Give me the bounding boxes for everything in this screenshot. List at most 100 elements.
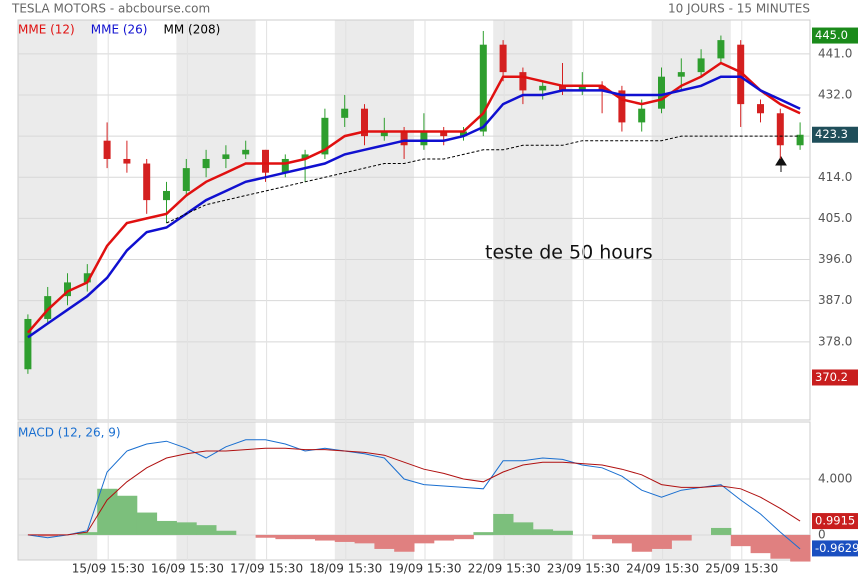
candle-body xyxy=(202,158,210,169)
histogram-bar xyxy=(453,534,474,540)
candle-body xyxy=(182,168,190,191)
histogram-bar xyxy=(117,495,138,535)
histogram-bar xyxy=(513,522,534,535)
y-tick-label: 387.0 xyxy=(818,293,852,307)
legend-entry: MM (208) xyxy=(164,23,221,37)
histogram-bar xyxy=(730,534,752,547)
candle-body xyxy=(618,90,626,123)
candle-body xyxy=(321,117,329,155)
candle-body xyxy=(499,44,507,73)
histogram-bar xyxy=(612,534,633,544)
candle-body xyxy=(420,131,428,146)
x-tick-label: 24/09 15:30 xyxy=(626,562,699,576)
candle-body xyxy=(658,76,665,109)
price-badge-label: 0.9915 xyxy=(815,514,855,528)
series-line xyxy=(166,135,801,224)
candle-body xyxy=(757,104,764,114)
histogram-bar xyxy=(37,534,59,537)
histogram-bar xyxy=(711,527,732,535)
histogram-bar xyxy=(394,534,415,552)
candle-body xyxy=(440,131,448,137)
price-badge xyxy=(812,126,858,143)
candle-body xyxy=(262,149,269,173)
histogram-bar xyxy=(315,534,336,541)
y-tick-label: 414.0 xyxy=(818,170,852,184)
candle-body xyxy=(460,131,467,137)
candle-body xyxy=(64,282,71,297)
histogram-bar xyxy=(354,534,375,544)
x-tick-label: 16/09 15:30 xyxy=(151,562,224,576)
y-tick-label: 4.000 xyxy=(818,471,852,485)
candle-body xyxy=(677,72,685,77)
candle-body xyxy=(697,58,705,73)
price-badge xyxy=(812,513,858,530)
candle-body xyxy=(301,154,309,159)
x-tick-label: 19/09 15:30 xyxy=(389,562,462,576)
candle-body xyxy=(400,131,408,146)
histogram-bar xyxy=(176,522,197,535)
histogram-bar xyxy=(196,525,217,535)
price-frame xyxy=(17,19,811,421)
candle-body xyxy=(24,318,32,370)
x-tick-label: 23/09 15:30 xyxy=(547,562,620,576)
candle-body xyxy=(222,154,230,159)
histogram-bar xyxy=(750,534,771,554)
histogram-bar xyxy=(97,488,118,535)
price-badge-label: 423.3 xyxy=(815,127,848,141)
histogram-bar xyxy=(255,534,276,538)
x-tick-label: 25/09 15:30 xyxy=(705,562,778,576)
histogram-bar xyxy=(552,530,573,535)
x-tick-label: 22/09 15:30 xyxy=(468,562,541,576)
histogram-bar xyxy=(216,530,237,535)
candle-body xyxy=(479,44,487,132)
histogram-bar xyxy=(275,534,296,540)
candle-body xyxy=(578,85,586,91)
candle-body xyxy=(341,108,349,118)
series-line xyxy=(27,439,801,550)
histogram-bar xyxy=(334,534,356,542)
y-tick-label: 432.0 xyxy=(818,87,852,101)
day-band xyxy=(493,422,573,560)
x-tick-label: 17/09 15:30 xyxy=(230,562,303,576)
y-tick-label: 0 xyxy=(818,527,826,541)
x-tick-label: 18/09 15:30 xyxy=(309,562,382,576)
series-line xyxy=(27,447,801,536)
histogram-bar xyxy=(651,534,672,549)
histogram-bar xyxy=(592,534,613,540)
candle-body xyxy=(559,85,566,91)
y-tick-label: 441.0 xyxy=(818,46,852,60)
histogram-bar xyxy=(374,534,395,549)
legend-entry: MME (12) xyxy=(18,23,75,37)
arrow-annotation xyxy=(775,156,787,172)
candle-body xyxy=(242,149,250,155)
histogram-bar xyxy=(790,534,811,562)
candle-body xyxy=(717,40,725,59)
candle-body xyxy=(44,296,52,319)
legend-entry: MME (26) xyxy=(91,23,148,37)
price-badge-label: 370.2 xyxy=(815,370,848,384)
histogram-bar xyxy=(414,534,435,544)
candle-body xyxy=(123,158,131,164)
price-badge-label: 445.0 xyxy=(815,28,848,42)
candle-body xyxy=(103,140,111,159)
macd-frame xyxy=(17,421,811,561)
annotation: teste de 50 hours xyxy=(485,242,653,264)
candle-body xyxy=(83,273,91,283)
histogram-bar xyxy=(433,534,455,541)
day-bands xyxy=(18,20,731,560)
chart-subtitle: 10 JOURS - 15 MINUTES xyxy=(668,2,810,16)
day-band xyxy=(18,422,98,560)
candle-body xyxy=(598,85,606,91)
histogram-bar xyxy=(770,534,791,559)
histogram-bar xyxy=(631,534,653,552)
histogram-bar xyxy=(136,512,158,535)
candle-body xyxy=(143,163,151,201)
histogram-bar xyxy=(77,532,98,535)
candle-body xyxy=(380,131,388,137)
histogram-bar xyxy=(295,534,316,540)
price-badge-label: -0.9629 xyxy=(815,541,859,555)
candle-body xyxy=(539,85,547,91)
candle-body xyxy=(361,108,368,137)
candle-body xyxy=(281,158,289,173)
